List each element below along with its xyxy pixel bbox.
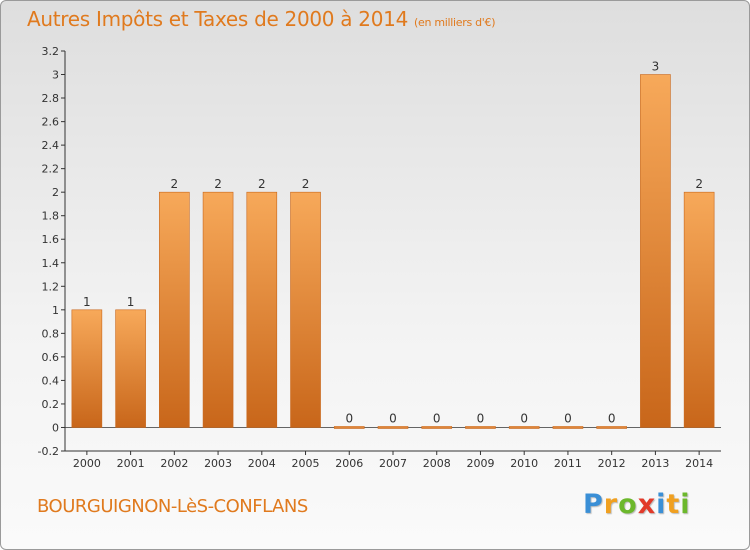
y-tick-label: 3 — [52, 69, 59, 82]
bar-value-label: 2 — [171, 177, 179, 191]
y-tick-label: 0 — [52, 421, 59, 434]
x-tick-label: 2008 — [423, 457, 451, 470]
chart-title-block: Autres Impôts et Taxes de 2000 à 2014 (en… — [27, 7, 495, 31]
logo-letter: P — [583, 489, 604, 520]
chart-unit: (en milliers d'€) — [414, 16, 496, 29]
commune-name: BOURGUIGNON-LèS-CONFLANS — [37, 496, 308, 517]
bar — [290, 191, 321, 428]
bar-value-label: 0 — [345, 411, 353, 425]
x-tick-label: 2002 — [160, 457, 188, 470]
y-tick-label: 2.4 — [42, 139, 60, 152]
y-tick-label: 0.2 — [42, 398, 60, 411]
bar-value-label: 0 — [520, 411, 528, 425]
y-tick-label: 0.8 — [42, 327, 60, 340]
bar — [508, 426, 540, 429]
bar — [377, 426, 409, 429]
x-tick-label: 2013 — [641, 457, 669, 470]
bar — [159, 191, 190, 428]
y-tick-label: 2.6 — [42, 116, 60, 129]
logo-letter: t — [666, 489, 681, 520]
y-tick-label: 1.2 — [42, 280, 60, 293]
bar — [202, 191, 234, 428]
x-tick-label: 2010 — [510, 457, 538, 470]
x-tick-label: 2003 — [204, 457, 232, 470]
bar-value-label: 0 — [608, 411, 616, 425]
y-tick-label: 1.8 — [42, 210, 60, 223]
bar — [640, 74, 671, 428]
x-tick-label: 2000 — [73, 457, 101, 470]
y-tick-label: 0.4 — [42, 374, 60, 387]
logo-letter: i — [680, 489, 691, 520]
x-tick-label: 2001 — [117, 457, 145, 470]
bar — [246, 191, 278, 428]
y-tick-label: 0.6 — [42, 351, 60, 364]
x-tick-label: 2012 — [598, 457, 626, 470]
bar-value-label: 2 — [214, 177, 222, 191]
bar-value-label: 1 — [83, 295, 91, 309]
bar-value-label: 2 — [258, 177, 266, 191]
bar-value-label: 0 — [433, 411, 441, 425]
logo-letter: x — [637, 489, 657, 520]
bar — [421, 426, 453, 429]
bar — [552, 426, 584, 429]
y-tick-label: 1 — [52, 304, 59, 317]
chart-title: Autres Impôts et Taxes de 2000 à 2014 — [27, 7, 408, 31]
x-tick-label: 2007 — [379, 457, 407, 470]
bar-value-label: 0 — [477, 411, 485, 425]
bar-value-label: 1 — [127, 295, 135, 309]
x-tick-label: 2009 — [466, 457, 494, 470]
bar — [596, 426, 627, 429]
bar-value-label: 3 — [652, 60, 660, 74]
proxiti-logo: Proxiti — [583, 489, 691, 520]
bar-value-label: 2 — [302, 177, 310, 191]
logo-letter: i — [656, 489, 667, 520]
logo-letter: o — [618, 489, 638, 520]
bar-value-label: 2 — [695, 177, 703, 191]
y-tick-label: 3.2 — [42, 45, 60, 58]
bar — [71, 309, 103, 428]
y-tick-label: 2 — [52, 186, 59, 199]
x-tick-label: 2011 — [554, 457, 582, 470]
x-tick-label: 2006 — [335, 457, 363, 470]
bar-value-label: 0 — [389, 411, 397, 425]
y-tick-label: 2.8 — [42, 92, 60, 105]
bar-value-label: 0 — [564, 411, 572, 425]
x-tick-label: 2005 — [292, 457, 320, 470]
bar — [333, 426, 365, 429]
bar — [115, 309, 146, 428]
logo-letter: r — [603, 489, 619, 520]
bar — [465, 426, 496, 429]
bar — [683, 191, 715, 428]
x-tick-label: 2014 — [685, 457, 713, 470]
y-tick-label: 2.2 — [42, 163, 60, 176]
y-tick-label: 1.4 — [42, 257, 60, 270]
y-tick-label: -0.2 — [38, 445, 59, 458]
x-tick-label: 2004 — [248, 457, 276, 470]
y-tick-label: 1.6 — [42, 233, 60, 246]
